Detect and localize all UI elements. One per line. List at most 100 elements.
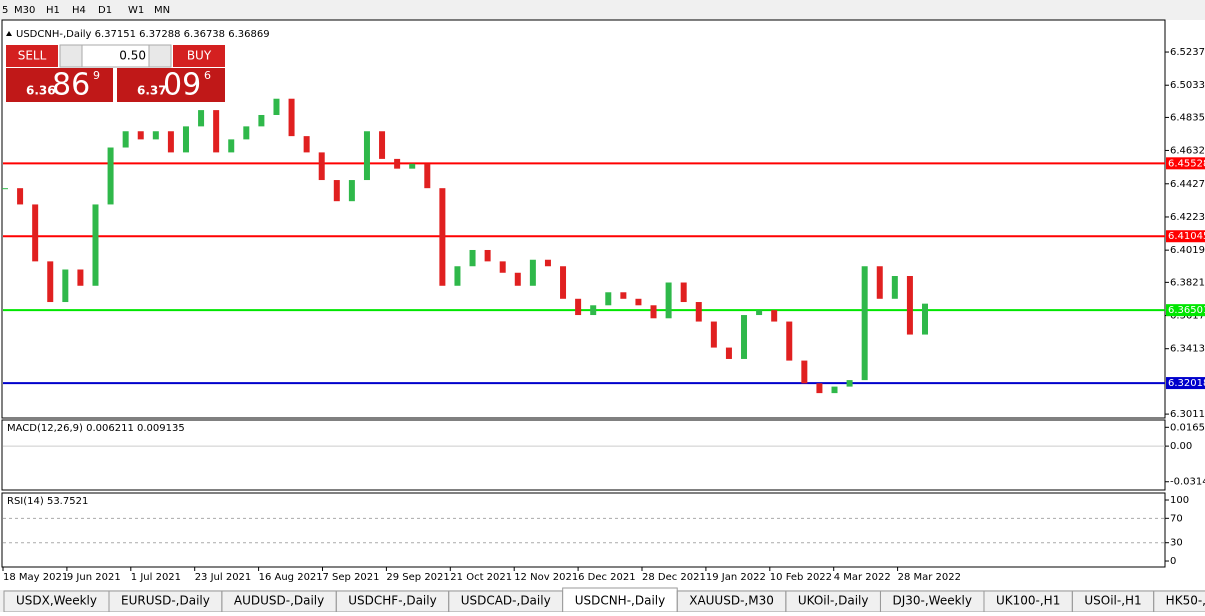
- candle: [906, 276, 913, 335]
- candle: [92, 204, 99, 286]
- y-tick-label: 6.48350: [1170, 112, 1205, 123]
- candle: [575, 298, 582, 316]
- date-label: 7 Sep 2021: [323, 572, 380, 583]
- buy-price-small: 6: [204, 69, 211, 82]
- buy-price-big: 6.37: [137, 84, 167, 98]
- sell-price-box[interactable]: [6, 68, 113, 102]
- candle: [861, 266, 868, 381]
- rsi-label: RSI(14) 53.7521: [7, 496, 88, 507]
- candle: [922, 303, 928, 335]
- candle: [635, 298, 642, 306]
- y-tick-label: -0.03142: [1170, 477, 1205, 488]
- candle: [891, 276, 898, 299]
- y-tick-label: 6.30110: [1170, 409, 1205, 420]
- date-label: 10 Feb 2022: [770, 572, 832, 583]
- candle: [62, 269, 69, 303]
- level-tag: [1166, 230, 1205, 243]
- candle: [665, 282, 672, 319]
- candle: [137, 131, 144, 140]
- level-tag: [1166, 157, 1205, 170]
- y-tick-label: 6.44270: [1170, 179, 1205, 190]
- tab[interactable]: EURUSD-,Daily: [121, 594, 210, 608]
- date-label: 18 May 2021: [3, 572, 68, 583]
- y-tick-label: 6.34130: [1170, 344, 1205, 355]
- chart-header: USDCNH-,Daily 6.37151 6.37288 6.36738 6.…: [16, 29, 270, 40]
- candle: [544, 259, 551, 267]
- timeframe-button[interactable]: MN: [154, 5, 170, 16]
- level-label: 6.41045: [1168, 231, 1205, 242]
- lot-up[interactable]: [148, 44, 172, 68]
- y-tick-label: 6.38210: [1170, 277, 1205, 288]
- candle: [47, 261, 54, 303]
- candle: [514, 272, 521, 286]
- candle: [771, 310, 778, 322]
- date-label: 28 Mar 2022: [898, 572, 961, 583]
- candle: [876, 266, 883, 299]
- tab[interactable]: USDCAD-,Daily: [461, 594, 551, 608]
- timeframe-button[interactable]: H4: [72, 5, 86, 16]
- candle: [318, 152, 325, 181]
- candle: [258, 114, 265, 127]
- date-label: 16 Aug 2021: [259, 572, 323, 583]
- lot-down[interactable]: [59, 44, 83, 68]
- candle: [379, 131, 386, 159]
- candle: [680, 282, 687, 303]
- date-label: 1 Jul 2021: [131, 572, 181, 583]
- timeframe-button[interactable]: H1: [46, 5, 60, 16]
- y-tick-label: 0: [1170, 556, 1176, 567]
- sell-button[interactable]: [6, 45, 58, 67]
- tab[interactable]: USDCHF-,Daily: [348, 594, 436, 608]
- timeframe-button[interactable]: W1: [128, 5, 144, 16]
- date-label: 21 Oct 2021: [450, 572, 512, 583]
- candle: [439, 188, 446, 286]
- buy-label: BUY: [187, 49, 212, 63]
- candle: [2, 188, 8, 190]
- candle: [605, 292, 612, 306]
- candle: [243, 126, 250, 140]
- candle: [695, 302, 702, 322]
- buy-price-box[interactable]: [117, 68, 225, 102]
- y-tick-label: 6.40190: [1170, 245, 1205, 256]
- candle: [122, 131, 129, 148]
- collapse-icon[interactable]: [6, 31, 12, 36]
- tab[interactable]: USOil-,H1: [1084, 594, 1141, 608]
- tab[interactable]: AUDUSD-,Daily: [234, 594, 324, 608]
- timeframe-button[interactable]: D1: [98, 5, 112, 16]
- candle: [394, 158, 401, 169]
- tab[interactable]: USDCNH-,Daily: [575, 594, 666, 608]
- candle: [409, 163, 416, 169]
- tab[interactable]: USDX,Weekly: [16, 594, 97, 608]
- candle: [560, 266, 567, 299]
- level-label: 6.32018: [1168, 378, 1205, 389]
- tab[interactable]: UKOil-,Daily: [798, 594, 869, 608]
- sell-label: SELL: [18, 49, 47, 63]
- level-label: 6.45528: [1168, 158, 1205, 169]
- candle: [725, 347, 732, 359]
- timeframe-button[interactable]: M30: [14, 5, 35, 16]
- date-label: 6 Dec 2021: [578, 572, 636, 583]
- candle: [363, 131, 370, 181]
- buy-price-main: 09: [163, 68, 201, 103]
- tab[interactable]: DJ30-,Weekly: [892, 594, 972, 608]
- tab[interactable]: XAUUSD-,M30: [689, 594, 774, 608]
- candle: [288, 98, 295, 137]
- candle: [816, 383, 823, 394]
- y-tick-label: 6.52370: [1170, 47, 1205, 58]
- tab[interactable]: HK50-,H1: [1166, 594, 1205, 608]
- level-tag: [1166, 304, 1205, 317]
- buy-button[interactable]: [173, 45, 225, 67]
- candle: [741, 315, 748, 359]
- tab-frame[interactable]: [562, 587, 678, 613]
- candle: [228, 139, 235, 153]
- candle: [590, 305, 597, 316]
- candle: [424, 163, 431, 189]
- y-tick-label: 100: [1170, 495, 1189, 506]
- tab[interactable]: UK100-,H1: [996, 594, 1060, 608]
- candle: [303, 136, 310, 153]
- candle: [499, 261, 506, 273]
- timeframe-button[interactable]: 5: [2, 5, 8, 16]
- date-label: 28 Dec 2021: [642, 572, 706, 583]
- sell-price-big: 6.36: [26, 84, 56, 98]
